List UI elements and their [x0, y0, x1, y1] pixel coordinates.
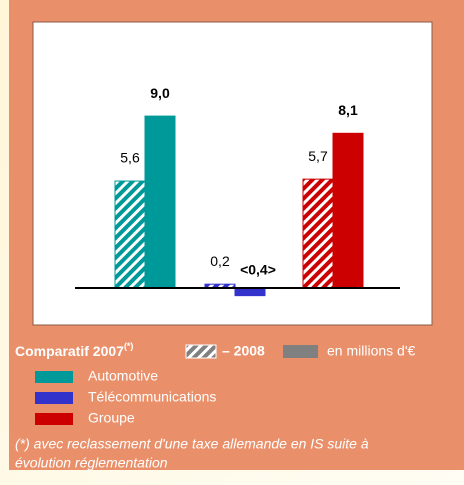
bar: [234, 287, 266, 297]
data-label: 9,0: [150, 85, 170, 101]
legend-label: Comparatif 2007(*): [15, 341, 133, 358]
data-label: 5,7: [308, 148, 328, 164]
plot-area: [32, 21, 433, 326]
bar: [302, 178, 334, 289]
footnote: évolution réglementation: [15, 455, 168, 471]
data-label: 5,6: [120, 150, 140, 166]
unit-label: en millions d'€: [327, 343, 415, 359]
legend-label: Télécommunications: [88, 389, 216, 405]
bar: [144, 115, 176, 289]
legend-swatch: [185, 344, 217, 359]
legend-swatch: [283, 345, 318, 358]
legend-label: Automotive: [88, 368, 158, 384]
data-label: 0,2: [210, 253, 230, 269]
bar: [114, 180, 146, 289]
legend-label: – 2008: [222, 343, 265, 359]
data-label: <0,4>: [240, 262, 276, 278]
note-marker: (*): [124, 341, 134, 351]
legend-swatch: [35, 413, 73, 425]
data-label: 8,1: [338, 102, 358, 118]
legend-text: Comparatif 2007: [15, 343, 124, 359]
legend-label: Groupe: [88, 410, 135, 426]
footnote: (*) avec reclassement d'une taxe alleman…: [15, 436, 369, 452]
legend-swatch: [35, 392, 73, 404]
bar: [332, 132, 364, 289]
legend-swatch: [35, 371, 73, 383]
